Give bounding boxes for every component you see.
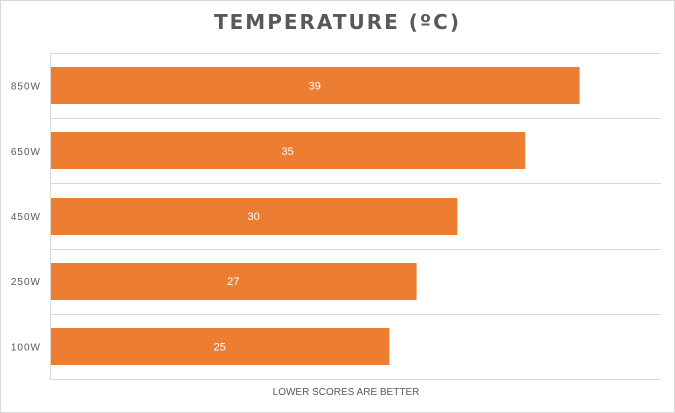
data-label: 30 — [248, 211, 260, 223]
y-tick-label: 250W — [11, 277, 41, 288]
y-tick-label: 100W — [11, 342, 41, 353]
bar — [51, 263, 417, 300]
bar — [51, 198, 458, 235]
bar — [51, 67, 580, 104]
y-tick-label: 650W — [11, 147, 41, 158]
bar — [51, 132, 526, 169]
y-tick-label: 450W — [11, 212, 41, 223]
data-label: 25 — [214, 341, 226, 353]
y-tick-label: 850W — [11, 82, 41, 93]
chart-title: TEMPERATURE (ºC) — [214, 10, 461, 34]
data-label: 27 — [227, 276, 239, 288]
bar — [51, 328, 390, 365]
x-axis-title: LOWER SCORES ARE BETTER — [272, 387, 420, 398]
data-label: 35 — [281, 146, 293, 158]
data-label: 39 — [309, 81, 321, 93]
